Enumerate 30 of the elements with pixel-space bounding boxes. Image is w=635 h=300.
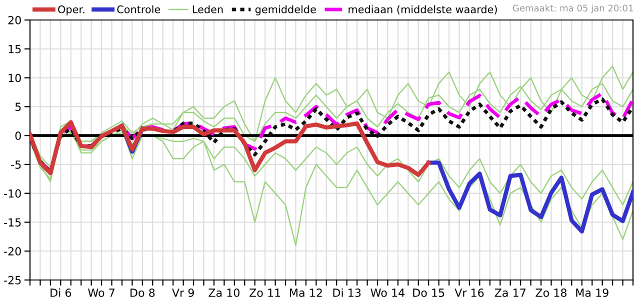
- y-tick-label: 5: [15, 102, 21, 112]
- legend-label: Controle: [117, 5, 160, 14]
- legend-label: gemiddelde: [255, 5, 316, 16]
- y-tick-label: 0: [15, 132, 21, 140]
- x-tick-label: Vr 9: [172, 288, 194, 297]
- x-tick-label: Zo 18: [536, 288, 567, 297]
- legend-label: Leden: [192, 5, 223, 14]
- y-tick-label: 20: [8, 16, 21, 24]
- x-tick-label: Do 15: [413, 288, 444, 297]
- x-tick-label: Wo 14: [370, 288, 404, 297]
- x-tick-label: Zo 11: [250, 288, 280, 297]
- y-tick-label: -5: [11, 160, 21, 169]
- x-tick-label: Di 6: [50, 288, 72, 297]
- y-tick-label: 10: [8, 74, 21, 82]
- x-tick-label: Za 10: [208, 288, 240, 297]
- y-tick-label: -20: [4, 247, 21, 256]
- x-tick-label: Wo 7: [88, 288, 114, 297]
- x-tick-label: Ma 12: [290, 288, 322, 297]
- x-tick-label: Vr 16: [454, 288, 484, 297]
- x-tick-label: Za 17: [494, 288, 526, 297]
- x-tick-label: Ma 19: [576, 288, 608, 297]
- y-tick-label: -15: [4, 218, 21, 227]
- y-tick-label: 15: [8, 45, 21, 54]
- x-tick-label: Di 13: [333, 288, 361, 297]
- legend-label: Oper.: [58, 5, 84, 16]
- legend-label: mediaan (middelste waarde): [348, 5, 497, 15]
- y-tick-label: -25: [4, 276, 21, 284]
- y-tick-label: -10: [4, 189, 21, 198]
- x-tick-label: Do 8: [130, 288, 155, 297]
- text: Gemaakt: ma 05 jan 20:01: [512, 4, 633, 14]
